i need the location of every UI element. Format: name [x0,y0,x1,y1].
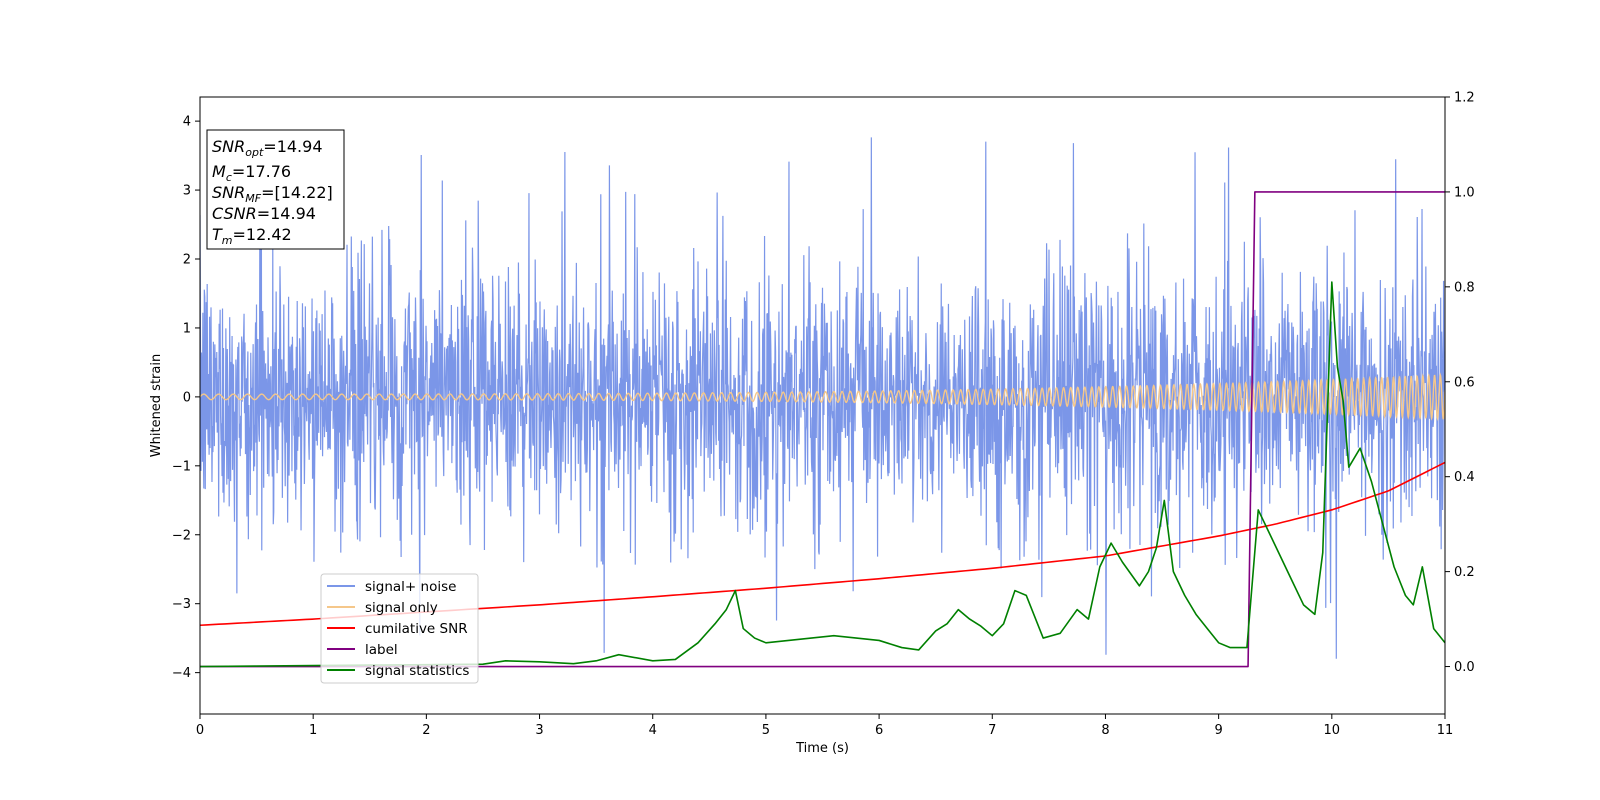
legend-label: label [365,642,398,658]
csnr-value: =14.94 [257,204,316,223]
y-tick-label: 3 [183,184,191,199]
snr-mf-value: =[14.22] [261,183,333,202]
x-tick-label: 7 [988,723,996,738]
legend-label: signal only [365,600,438,616]
mc-label: M [212,162,226,181]
y-tick-label: 0 [183,390,191,405]
x-tick-label: 2 [422,723,430,738]
y-axis-right: 0.0 0.2 0.4 0.6 0.8 1.0 1.2 [1445,91,1475,675]
legend: signal+ noise signal only cumilative SNR la… [320,573,479,684]
x-tick-label: 8 [1101,723,1109,738]
snr-mf-sub: MF [245,192,261,205]
legend-item: signal only [327,600,438,616]
csnr-label: CSNR [212,204,257,223]
legend-label: cumilative SNR [365,621,468,637]
y-tick-label: −1 [172,459,191,474]
y-tick-label: 4 [183,115,191,130]
y-axis-left: −4 −3 −2 −1 0 1 2 3 4 [172,115,200,681]
series-signal-only [200,372,1445,422]
tm-sub: m [222,234,233,247]
snr-opt-sub: opt [245,146,264,159]
x-tick-label: 5 [762,723,770,738]
y-tick-label: −3 [172,597,191,612]
csnr-annotation: CSNR=14.94 [212,204,316,223]
y-tick-label: 1 [183,321,191,336]
x-tick-label: 3 [535,723,543,738]
legend-label: signal statistics [365,663,469,679]
mc-sub: c [226,171,232,184]
y2-tick-label: 1.0 [1454,185,1475,200]
y2-tick-label: 0.2 [1454,565,1475,580]
y-tick-label: −2 [172,528,191,543]
snr-mf-annotation: SNRMF=[14.22] [212,183,333,205]
x-axis: 0 1 2 3 4 5 6 7 8 9 10 11 [196,714,1453,738]
y2-tick-label: 0.8 [1454,280,1475,295]
legend-item: cumilative SNR [327,621,468,637]
x-tick-label: 1 [309,723,317,738]
x-tick-label: 6 [875,723,883,738]
y2-tick-label: 0.6 [1454,375,1475,390]
y-tick-label: −4 [172,666,191,681]
y2-tick-label: 0.4 [1454,470,1475,485]
snr-opt-annotation: SNRopt=14.94 [212,137,323,159]
x-tick-label: 10 [1324,723,1341,738]
y-tick-label: 2 [183,253,191,268]
legend-item: label [327,642,398,658]
series-signal-statistics [200,281,1445,668]
tm-value: =12.42 [233,225,292,244]
info-annotation-box: SNRopt=14.94 Mc=17.76 SNRMF=[14.22] CSNR… [206,129,345,250]
snr-opt-label: SNR [212,137,245,156]
snr-opt-value: =14.94 [263,137,322,156]
tm-annotation: Tm=12.42 [212,225,292,247]
snr-mf-label: SNR [212,183,245,202]
x-tick-label: 9 [1214,723,1222,738]
plot-frame [199,96,1446,715]
legend-label: signal+ noise [365,579,456,595]
x-tick-label: 0 [196,723,204,738]
mc-annotation: Mc=17.76 [212,162,291,184]
series-label [200,191,1445,668]
legend-item: signal+ noise [327,579,456,595]
mc-value: =17.76 [232,162,291,181]
y-axis-label: Whitened strain [149,354,164,457]
legend-item: signal statistics [327,663,469,679]
y2-tick-label: 0.0 [1454,660,1475,675]
x-tick-label: 11 [1437,723,1454,738]
tm-label: T [212,225,223,244]
legend-box [320,573,479,684]
y2-tick-label: 1.2 [1454,91,1475,106]
x-axis-label: Time (s) [795,741,849,756]
x-tick-label: 4 [649,723,657,738]
